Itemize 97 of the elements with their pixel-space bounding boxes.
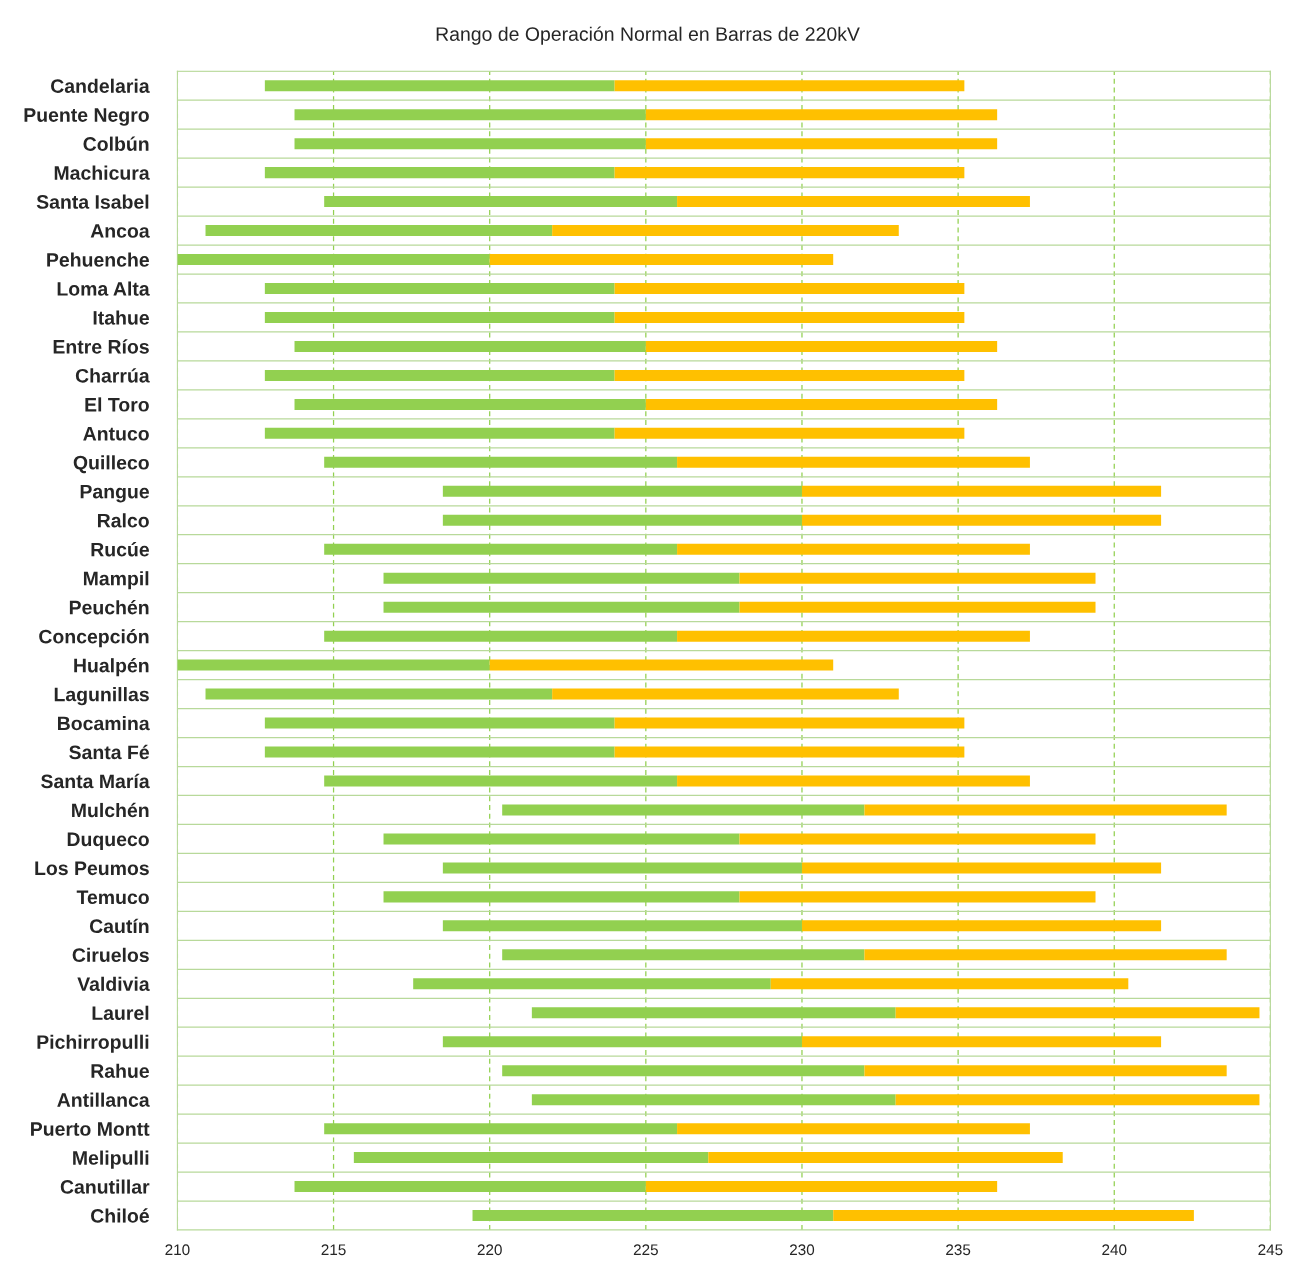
y-tick-label: Laurel: [92, 1005, 149, 1020]
y-tick-label: Charrúa: [75, 368, 150, 383]
y-tick-label: Ancoa: [90, 224, 150, 238]
bar: [739, 833, 1096, 845]
y-tick-label: Mampil: [83, 571, 149, 590]
bar: [489, 254, 834, 266]
y-tick-label: Entre Ríos: [53, 339, 149, 354]
bar: [645, 109, 998, 121]
bar: [552, 688, 899, 700]
y-tick-label: Cautín: [89, 918, 149, 934]
bar: [614, 369, 965, 381]
bar: [614, 717, 965, 729]
y-tick-label: Loma Alta: [57, 281, 150, 296]
x-tick-label: 215: [321, 1244, 346, 1256]
y-tick-label: Candelaria: [51, 78, 150, 93]
bar: [677, 1123, 1030, 1135]
x-tick-label: 230: [790, 1244, 815, 1256]
bar: [677, 543, 1030, 555]
y-tick-label: Colbún: [83, 136, 149, 151]
y-tick-label: Santa María: [41, 773, 150, 789]
y-tick-label: Valdivia: [77, 976, 150, 992]
y-tick-label: Pangue: [80, 484, 149, 503]
bar: [614, 80, 965, 92]
y-tick-label: Peuchén: [69, 599, 149, 615]
y-tick-label: Mulchén: [72, 802, 149, 818]
y-tick-label: Antillanca: [57, 1092, 150, 1107]
x-tick-label: 220: [477, 1244, 502, 1256]
x-tick-label: 245: [1258, 1244, 1283, 1256]
y-tick-label: Puente Negro: [24, 108, 149, 126]
y-tick-label: Quilleco: [73, 455, 149, 474]
y-tick-label: Machicura: [54, 165, 150, 180]
bar: [801, 1036, 1162, 1048]
bar: [614, 167, 965, 179]
y-tick-label: Bocamina: [58, 716, 150, 731]
y-tick-label: Antuco: [83, 427, 149, 441]
bar: [864, 1065, 1227, 1077]
y-tick-label: Duqueco: [67, 832, 149, 851]
chart-title: Rango de Operación Normal en Barras de 220kV: [436, 26, 860, 45]
y-tick-label: Canutillar: [60, 1179, 150, 1194]
bar: [264, 746, 615, 758]
y-tick-label: Chiloé: [91, 1208, 149, 1223]
y-tick-label: Concepción: [39, 629, 149, 648]
y-tick-label: El Toro: [85, 397, 149, 412]
bar: [801, 485, 1162, 497]
bar: [708, 1152, 1063, 1164]
bar: [895, 1007, 1260, 1019]
y-tick-label: Ralco: [97, 513, 149, 528]
y-tick-label: Ciruelos: [72, 947, 149, 963]
bar: [645, 138, 998, 150]
bar: [552, 225, 899, 237]
bar: [531, 1094, 896, 1106]
x-tick-label: 240: [1102, 1244, 1127, 1256]
bar: [864, 949, 1227, 961]
bar: [801, 862, 1162, 874]
bar: [895, 1094, 1260, 1106]
y-tick-label: Melipulli: [73, 1150, 149, 1169]
y-tick-label: Rucúe: [91, 542, 149, 557]
y-tick-label: Los Peumos: [35, 861, 149, 876]
bar: [864, 804, 1227, 816]
y-tick-label: Lagunillas: [54, 687, 149, 706]
y-tick-label: Itahue: [93, 310, 149, 325]
x-tick-label: 210: [165, 1244, 190, 1256]
bar: [739, 891, 1096, 903]
y-tick-label: Temuco: [76, 890, 149, 905]
bar: [489, 659, 834, 671]
bar: [324, 456, 678, 468]
y-tick-label: Pehuenche: [47, 252, 149, 267]
y-tick-label: Rahue: [91, 1063, 149, 1078]
bar: [801, 514, 1162, 526]
bar: [645, 340, 998, 352]
bar: [801, 920, 1162, 932]
bar: [677, 196, 1030, 208]
bar: [739, 601, 1096, 613]
bar: [264, 167, 615, 179]
bar: [264, 311, 615, 323]
bar: [614, 746, 965, 758]
bar: [677, 630, 1030, 642]
bar: [383, 601, 740, 613]
y-tick-label: Pichirropulli: [37, 1034, 149, 1053]
bar: [502, 804, 865, 816]
y-tick-label: Puerto Montt: [31, 1122, 150, 1136]
bar: [502, 949, 865, 961]
y-tick-label: Hualpén: [74, 657, 149, 677]
x-tick-label: 235: [946, 1244, 971, 1256]
bar: [614, 283, 965, 295]
bar: [739, 572, 1096, 584]
x-tick-label: 225: [633, 1244, 658, 1256]
y-tick-label: Santa Fé: [69, 744, 149, 760]
bar: [614, 311, 965, 323]
bar: [833, 1210, 1194, 1222]
bar: [645, 398, 998, 410]
bar: [770, 978, 1129, 990]
bar: [614, 427, 965, 439]
bar: [645, 1181, 998, 1193]
y-tick-label: Santa Isabel: [36, 194, 149, 209]
bar: [677, 775, 1030, 787]
bar: [677, 456, 1030, 468]
